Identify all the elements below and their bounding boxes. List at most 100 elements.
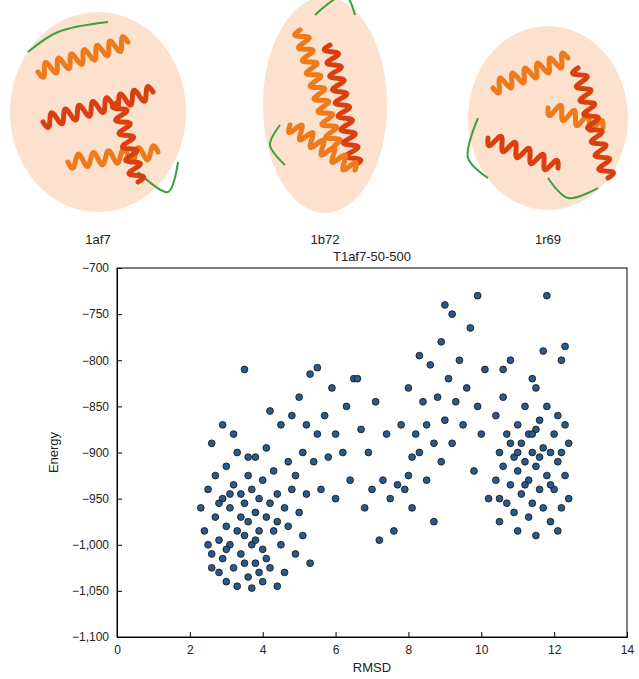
point <box>529 431 536 438</box>
point <box>547 518 554 525</box>
point <box>558 504 565 511</box>
structure-label: 1af7 <box>85 232 110 247</box>
point <box>401 486 408 493</box>
point <box>416 352 423 359</box>
point <box>241 500 248 507</box>
point <box>263 555 270 562</box>
point <box>522 481 529 488</box>
point <box>259 578 266 585</box>
point <box>478 431 485 438</box>
point <box>358 426 365 433</box>
tick-label: 14 <box>621 643 635 657</box>
point <box>274 491 281 498</box>
point <box>237 514 244 521</box>
point <box>522 458 529 465</box>
point <box>372 398 379 405</box>
structure <box>10 12 186 212</box>
point <box>420 398 427 405</box>
y-axis-title: Energy <box>46 431 61 473</box>
point <box>256 569 263 576</box>
point <box>376 537 383 544</box>
point <box>281 569 288 576</box>
point <box>307 560 314 567</box>
point <box>332 495 339 502</box>
tick-label: 10 <box>475 643 489 657</box>
point <box>496 518 503 525</box>
tick-label: 6 <box>333 643 340 657</box>
tick-mark <box>117 360 122 361</box>
point <box>500 366 507 373</box>
point <box>252 560 259 567</box>
helix <box>43 86 153 127</box>
point <box>514 528 521 535</box>
point <box>463 385 470 392</box>
point <box>274 518 281 525</box>
helix <box>112 102 143 182</box>
point <box>299 532 306 539</box>
surface <box>263 0 387 213</box>
tick-mark <box>627 632 628 637</box>
point <box>449 311 456 318</box>
tick-mark <box>336 632 337 637</box>
point <box>558 357 565 364</box>
point <box>503 431 510 438</box>
tick-label: 2 <box>187 643 194 657</box>
point <box>245 454 252 461</box>
point <box>274 583 281 590</box>
point <box>212 472 219 479</box>
point <box>514 468 521 475</box>
point <box>267 564 274 571</box>
point <box>496 495 503 502</box>
point <box>525 514 532 521</box>
point <box>303 421 310 428</box>
surface <box>468 26 628 210</box>
structure-label: 1r69 <box>535 232 561 247</box>
point <box>299 449 306 456</box>
point <box>507 440 514 447</box>
point <box>230 431 237 438</box>
tick: 6 <box>333 632 340 657</box>
tick-label: −900 <box>82 446 109 460</box>
tick-label: −800 <box>82 354 109 368</box>
tick: 2 <box>187 632 194 657</box>
point <box>474 292 481 299</box>
helix <box>488 136 558 169</box>
point <box>347 477 354 484</box>
point <box>416 449 423 456</box>
point <box>303 491 310 498</box>
point <box>452 398 459 405</box>
tick-mark <box>117 406 122 407</box>
point <box>507 357 514 364</box>
point <box>522 403 529 410</box>
point <box>223 523 230 530</box>
point <box>234 583 241 590</box>
point <box>496 449 503 456</box>
structure-label: 1b72 <box>311 232 340 247</box>
point <box>409 454 416 461</box>
point <box>259 546 266 553</box>
point <box>445 375 452 382</box>
point <box>212 514 219 521</box>
point <box>387 495 394 502</box>
chart-title: T1af7-50-500 <box>333 249 411 264</box>
tick-mark <box>408 632 409 637</box>
point <box>456 357 463 364</box>
point <box>223 463 230 470</box>
loop <box>548 178 598 198</box>
point <box>514 449 521 456</box>
point <box>492 477 499 484</box>
tick-label: 0 <box>114 643 121 657</box>
point <box>380 477 387 484</box>
helix <box>493 53 568 93</box>
loop <box>315 0 355 15</box>
point <box>536 486 543 493</box>
point <box>554 412 561 419</box>
helix <box>289 125 357 170</box>
point <box>241 366 248 373</box>
point <box>278 541 285 548</box>
point <box>216 537 223 544</box>
point <box>248 585 255 592</box>
point <box>551 431 558 438</box>
point <box>540 348 547 355</box>
point <box>543 472 550 479</box>
